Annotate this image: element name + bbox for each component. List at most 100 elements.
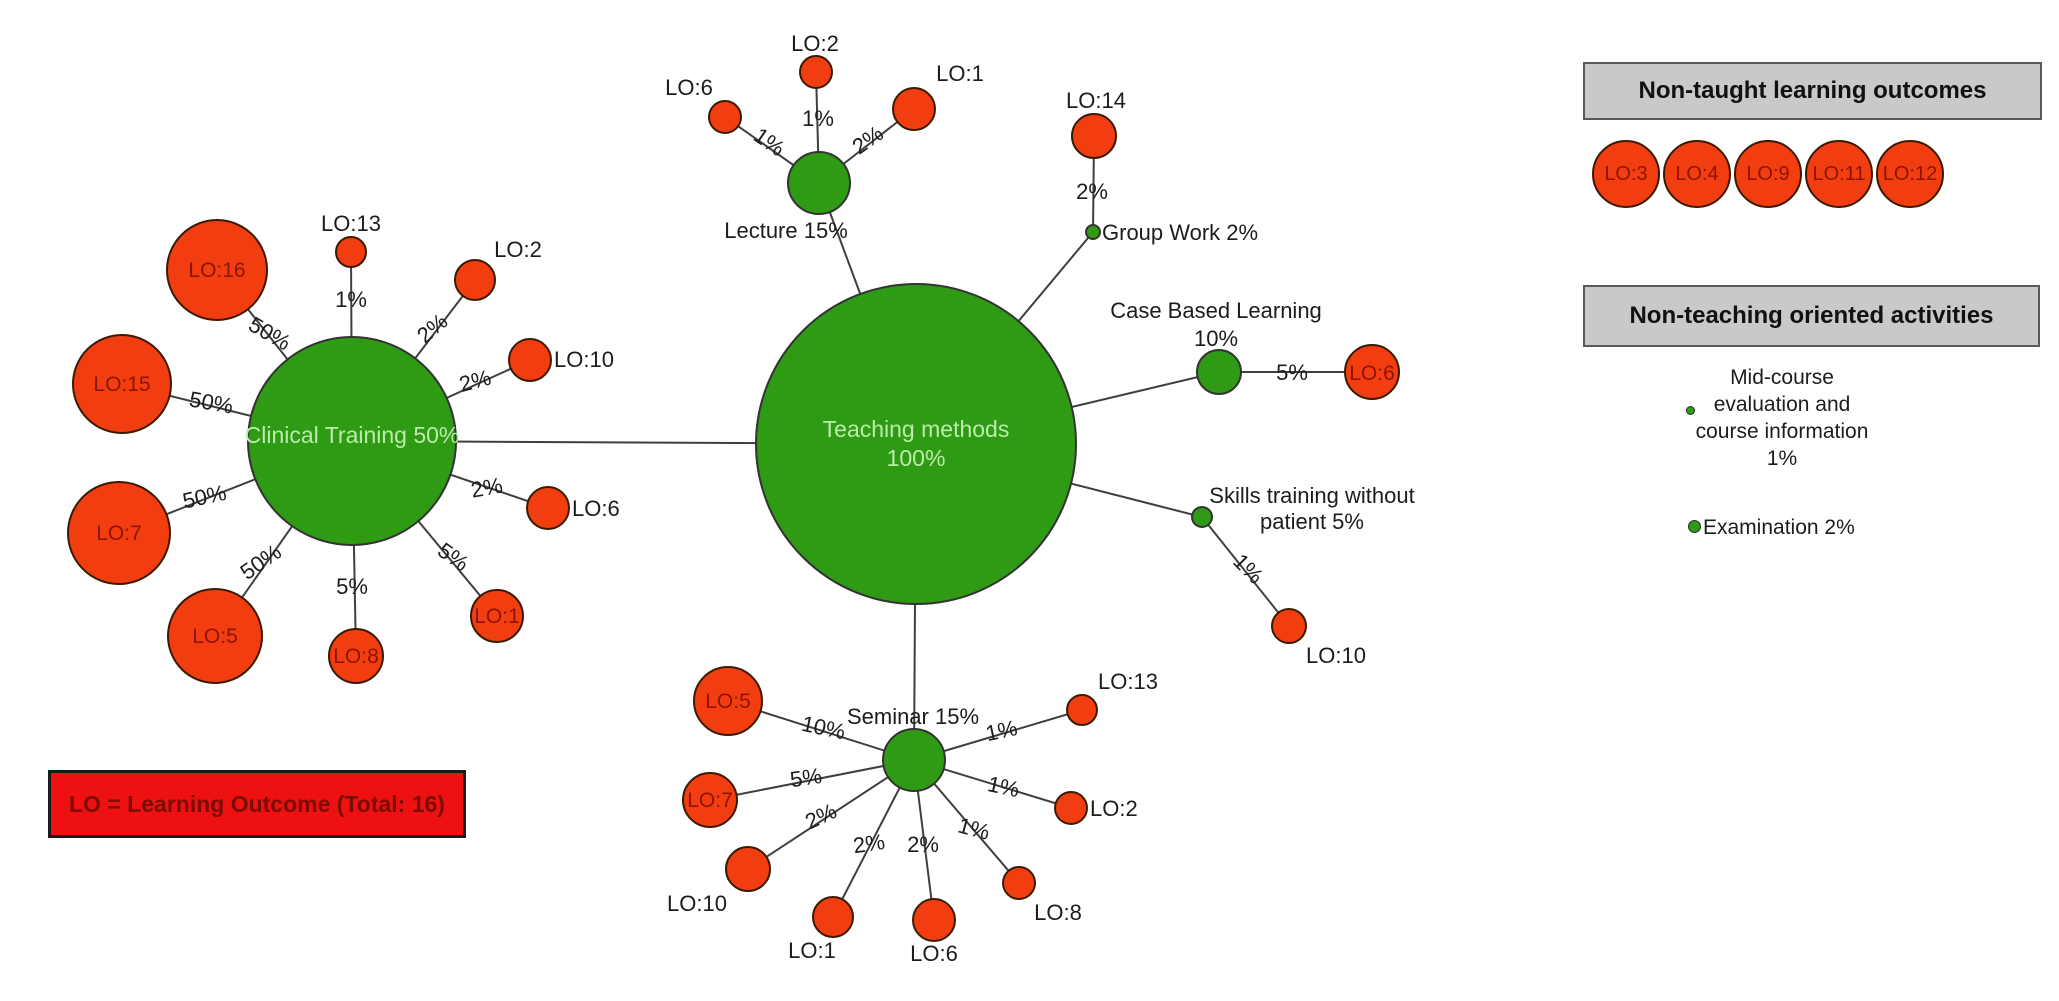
examination-label: Examination 2% — [1703, 516, 1855, 539]
node-cl_lo5-circle — [167, 588, 263, 684]
node-sem_lo10-label: LO:10 — [667, 891, 727, 916]
midcourse-text: Mid-course evaluation and course informati… — [1686, 364, 1878, 472]
node-cbl-label: Case Based Learning 10% — [1110, 298, 1322, 351]
edge-label-sem_lo10--seminar: 2% — [801, 798, 840, 834]
node-cl_lo2-circle — [454, 259, 496, 301]
node-teaching-label: Teaching methods 100% — [823, 416, 1010, 471]
node-cbl_lo6-circle — [1344, 344, 1400, 400]
node-clinical-circle — [247, 336, 457, 546]
node-lec_lo6-label: LO:6 — [665, 75, 713, 100]
node-cbl-circle — [1196, 349, 1242, 395]
node-sem_lo8-circle — [1002, 866, 1036, 900]
node-cl_lo10-label: LO:10 — [554, 347, 614, 372]
examination-dot-icon — [1688, 520, 1701, 533]
edge-label-cl_lo6--clinical: 2% — [469, 473, 505, 503]
node-cl_lo16-label: LO:16 — [188, 259, 245, 282]
edge-label-sem_lo8--seminar: 1% — [955, 813, 992, 845]
non-taught-lo-circle: LO:12 — [1876, 140, 1944, 208]
node-groupwork-label: Group Work 2% — [1102, 220, 1258, 245]
node-sem_lo1-circle — [812, 896, 854, 938]
non-taught-header: Non-taught learning outcomes — [1583, 62, 2042, 120]
node-cl_lo8-circle — [328, 628, 384, 684]
edge-label-cl_lo1--clinical: 5% — [433, 537, 473, 576]
node-sem_lo5-circle — [693, 666, 763, 736]
edge-label-sem_lo6--seminar: 2% — [907, 832, 939, 857]
edge-label-sem_lo7--seminar: 5% — [788, 763, 823, 792]
node-lo14-label: LO:14 — [1066, 88, 1126, 113]
non-taught-lo-circle: LO:11 — [1805, 140, 1873, 208]
node-lec_lo1-circle — [892, 87, 936, 131]
non-taught-lo-circle: LO:3 — [1592, 140, 1660, 208]
edge-label-lo14--groupwork: 2% — [1076, 179, 1108, 204]
node-lo14-circle — [1071, 113, 1117, 159]
edge-sem_lo7--seminar — [709, 759, 915, 801]
node-lec_lo2-label: LO:2 — [791, 31, 839, 56]
node-cl_lo6-circle — [526, 486, 570, 530]
midcourse-text-line: 1% — [1766, 447, 1798, 470]
edge-label-sem_lo13--seminar: 1% — [983, 715, 1019, 746]
node-lecture-circle — [787, 151, 851, 215]
edge-label-lec_lo2--lecture: 1% — [802, 106, 834, 131]
edge-label-skills--sk_lo10: 1% — [1228, 549, 1268, 589]
node-teaching-circle — [755, 283, 1077, 605]
node-seminar-circle — [882, 728, 946, 792]
non-teaching-title: Non-teaching oriented activities — [1629, 302, 1994, 329]
node-groupwork-circle — [1085, 224, 1101, 240]
node-sem_lo8-label: LO:8 — [1034, 900, 1082, 925]
node-cl_lo16-circle — [166, 219, 268, 321]
edge-label-cl_lo16--clinical: 50% — [244, 312, 295, 356]
node-sem_lo13-label: LO:13 — [1098, 669, 1158, 694]
node-sem_lo6-label: LO:6 — [910, 941, 958, 966]
midcourse-dot-icon — [1686, 406, 1695, 415]
node-cl_lo8-label: LO:8 — [333, 645, 379, 668]
edge-label-sem_lo5--seminar: 10% — [799, 711, 847, 745]
legend-box: LO = Learning Outcome (Total: 16) — [48, 770, 466, 838]
node-lecture-label: Lecture 15% — [724, 218, 848, 243]
non-taught-lo-circle: LO:9 — [1734, 140, 1802, 208]
node-cl_lo13-label: LO:13 — [321, 211, 381, 236]
node-cl_lo15-label: LO:15 — [93, 373, 150, 396]
non-taught-lo-circle: LO:4 — [1663, 140, 1731, 208]
node-lec_lo6-circle — [708, 100, 742, 134]
edge-label-cl_lo7--clinical: 50% — [180, 480, 228, 514]
node-cl_lo15-circle — [72, 334, 172, 434]
node-skills-label: Skills training without patient 5% — [1209, 483, 1414, 534]
midcourse-text-line: evaluation and — [1713, 393, 1851, 416]
edge-label-cl_lo15--clinical: 50% — [187, 386, 235, 418]
node-seminar-label: Seminar 15% — [847, 704, 979, 729]
node-cl_lo13-circle — [335, 236, 367, 268]
node-sk_lo10-circle — [1271, 608, 1307, 644]
non-taught-title: Non-taught learning outcomes — [1638, 77, 1987, 104]
node-sem_lo2-circle — [1054, 791, 1088, 825]
non-taught-circles: LO:3 LO:4 LO:9 LO:11 LO:12 — [1592, 140, 1947, 208]
node-lec_lo2-circle — [799, 55, 833, 89]
node-clinical-label: Clinical Training 50% — [245, 422, 460, 448]
node-sem_lo13-circle — [1066, 694, 1098, 726]
node-sem_lo2-label: LO:2 — [1090, 796, 1138, 821]
node-sem_lo5-label: LO:5 — [705, 690, 751, 713]
edge-label-cl_lo8--clinical: 5% — [336, 574, 368, 599]
node-sem_lo10-circle — [725, 846, 771, 892]
node-skills-circle — [1191, 506, 1213, 528]
edge-label-cbl--cbl_lo6: 5% — [1276, 360, 1308, 385]
node-sem_lo7-label: LO:7 — [687, 789, 733, 812]
node-cbl_lo6-label: LO:6 — [1349, 362, 1395, 385]
node-cl_lo1-label: LO:1 — [474, 605, 520, 628]
edge-label-cl_lo2--clinical: 2% — [412, 308, 452, 348]
node-cl_lo7-label: LO:7 — [96, 522, 142, 545]
midcourse-text-line: Mid-course — [1730, 366, 1834, 389]
edge-label-sem_lo2--seminar: 1% — [985, 771, 1021, 802]
node-cl_lo10-circle — [508, 338, 552, 382]
edge-label-sem_lo1--seminar: 2% — [851, 829, 886, 858]
node-cl_lo6-label: LO:6 — [572, 496, 620, 521]
node-cl_lo5-label: LO:5 — [192, 625, 238, 648]
edge-label-cl_lo13--clinical: 1% — [335, 287, 367, 312]
node-sk_lo10-label: LO:10 — [1306, 643, 1366, 668]
node-lec_lo1-label: LO:1 — [936, 61, 984, 86]
node-sem_lo7-circle — [682, 772, 738, 828]
edge-label-lec_lo6--lecture: 1% — [749, 122, 789, 161]
legend-label: LO = Learning Outcome (Total: 16) — [69, 790, 445, 817]
edge-label-cl_lo10--clinical: 2% — [456, 365, 493, 397]
